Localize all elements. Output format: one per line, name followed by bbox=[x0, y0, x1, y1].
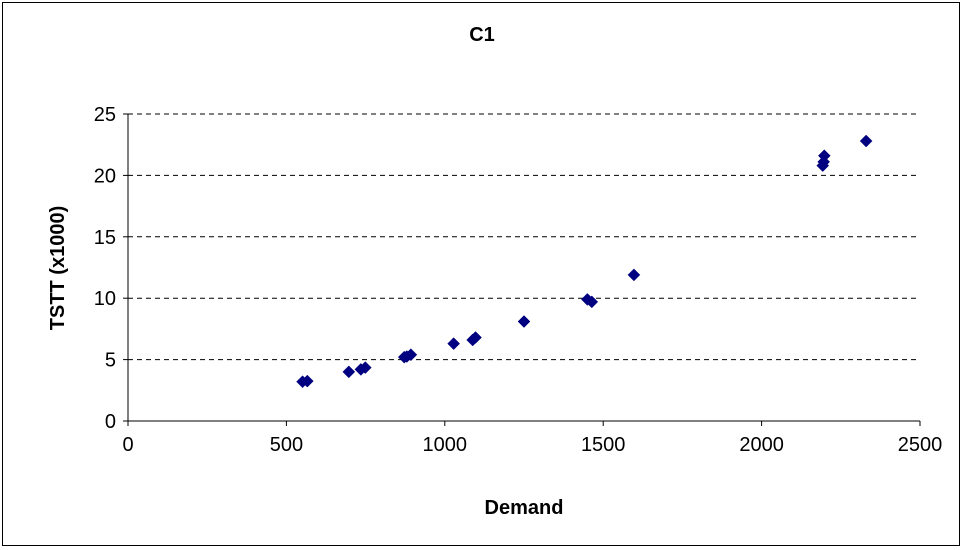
data-point bbox=[627, 268, 641, 282]
data-point bbox=[585, 295, 599, 309]
x-tick-label-0: 0 bbox=[122, 434, 133, 456]
data-point bbox=[300, 374, 314, 388]
y-tick-label-0: 0 bbox=[105, 411, 116, 433]
y-tick-label-10: 10 bbox=[94, 288, 116, 310]
axes bbox=[123, 113, 921, 426]
x-axis-label: Demand bbox=[485, 497, 564, 519]
x-tick-label-500: 500 bbox=[270, 434, 303, 456]
data-points bbox=[296, 134, 873, 389]
data-point bbox=[817, 149, 831, 163]
y-axis-label: TSTT (x1000) bbox=[47, 206, 69, 330]
y-tick-label-20: 20 bbox=[94, 165, 116, 187]
y-tick-label-15: 15 bbox=[94, 227, 116, 249]
y-tick-label-25: 25 bbox=[94, 104, 116, 126]
x-tick-label-2000: 2000 bbox=[739, 434, 784, 456]
data-point bbox=[358, 361, 372, 374]
x-tick-label-1500: 1500 bbox=[581, 434, 626, 456]
chart-title: C1 bbox=[469, 24, 495, 46]
x-tick-label-1000: 1000 bbox=[423, 434, 468, 456]
data-point bbox=[469, 331, 482, 344]
data-point bbox=[817, 155, 831, 169]
y-tick-label-5: 5 bbox=[105, 350, 116, 372]
grid-lines bbox=[128, 113, 920, 361]
data-point bbox=[859, 134, 873, 148]
data-point bbox=[342, 365, 356, 379]
data-point bbox=[404, 348, 418, 362]
data-point bbox=[447, 337, 461, 350]
x-tick-label-2500: 2500 bbox=[898, 434, 943, 456]
tick-labels: 0 5 10 15 20 25 0 500 1000 1500 2000 2500 bbox=[94, 104, 943, 456]
data-point bbox=[517, 315, 531, 328]
